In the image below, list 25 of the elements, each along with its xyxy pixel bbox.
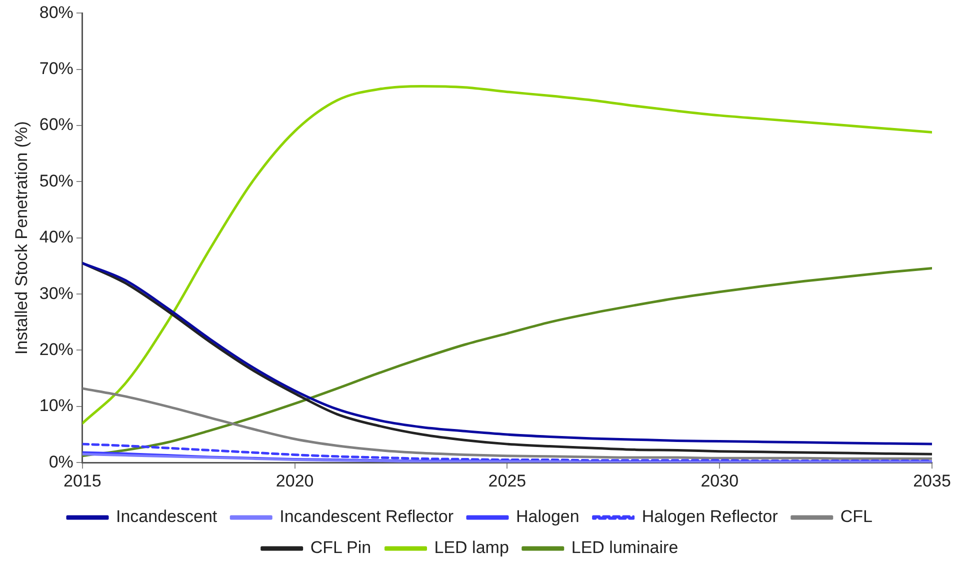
legend-label: LED luminaire	[571, 538, 678, 558]
legend-label: Incandescent	[116, 507, 218, 526]
legend-label: Halogen Reflector	[642, 507, 778, 526]
y-tick-label: 20%	[39, 340, 74, 359]
x-tick-label: 2030	[700, 471, 739, 490]
legend-label: Incandescent Reflector	[280, 507, 454, 526]
legend-label: LED lamp	[434, 538, 509, 558]
x-tick-label: 2025	[488, 471, 526, 490]
y-tick-label: 30%	[39, 284, 74, 303]
y-tick-label: 80%	[39, 2, 74, 22]
y-tick-label: 60%	[39, 115, 74, 134]
x-tick-label: 2035	[913, 471, 951, 490]
x-tick-label: 2020	[276, 471, 314, 490]
line-series	[82, 84, 932, 425]
y-tick-label: 40%	[39, 228, 74, 247]
y-tick-label: 50%	[39, 171, 74, 190]
legend-label: CFL Pin	[310, 538, 372, 558]
line-series	[82, 387, 932, 460]
legend-label: Halogen	[516, 507, 580, 526]
y-tick-label: 70%	[39, 59, 74, 78]
y-axis-title: Installed Stock Penetration (%)	[12, 121, 31, 355]
legend-label: CFL	[840, 507, 873, 526]
y-tick-label: 0%	[48, 452, 74, 472]
y-tick-label: 10%	[39, 396, 74, 416]
x-tick-label: 2015	[64, 471, 102, 490]
